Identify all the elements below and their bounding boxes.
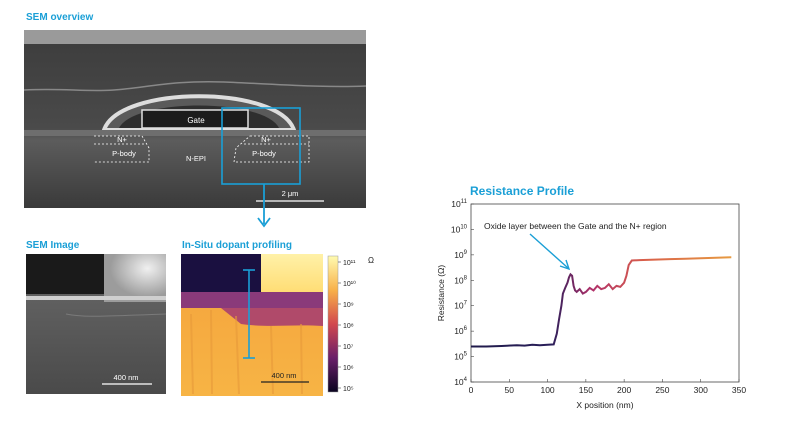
annotation-arrow xyxy=(529,233,569,269)
x-tick-label: 200 xyxy=(617,385,631,395)
zoom-arrow xyxy=(257,184,271,228)
n-epi-label: N-EPI xyxy=(186,154,206,163)
y-axis-ticks: 104 105 106 107 108 109 1010 1011 xyxy=(451,199,474,387)
dopant-map: 400 nm xyxy=(181,254,323,396)
colorbar-tick-label: 10⁶ xyxy=(343,365,354,372)
sem-overview-title: SEM overview xyxy=(26,12,94,23)
resistance-series-line xyxy=(471,256,732,348)
y-tick-label: 107 xyxy=(454,301,467,311)
dopant-map-purple-region xyxy=(221,308,323,326)
n-plus-right-label: N+ xyxy=(261,135,271,144)
p-body-right-label: P-body xyxy=(252,149,276,158)
dopant-profiling-title: In-Situ dopant profiling xyxy=(182,240,292,251)
top-layer-band xyxy=(24,30,366,44)
x-tick-label: 100 xyxy=(540,385,554,395)
y-axis-label: Resistance (Ω) xyxy=(436,265,446,322)
left-doping-outline xyxy=(94,135,150,163)
zoom-highlight-box xyxy=(221,107,301,185)
x-tick-label: 350 xyxy=(732,385,746,395)
colorbar-tick-label: 10¹⁰ xyxy=(343,280,356,288)
annotation-arrowhead xyxy=(559,259,571,271)
colorbar-gradient xyxy=(327,255,339,393)
y-tick-label: 105 xyxy=(454,352,467,362)
x-axis-label: X position (nm) xyxy=(576,400,633,410)
x-tick-label: 300 xyxy=(694,385,708,395)
colorbar-tick-label: 10⁸ xyxy=(343,323,354,330)
colorbar-ticks: 10¹¹ 10¹⁰ 10⁹ 10⁸ 10⁷ 10⁶ 10⁵ xyxy=(338,260,356,393)
sem-image-scale-label: 400 nm xyxy=(113,373,138,382)
x-tick-label: 0 xyxy=(469,385,474,395)
right-doping-outline xyxy=(233,135,310,163)
resistance-chart: 0 50 100 150 200 250 300 350 104 105 106 107 108 109… xyxy=(436,199,746,410)
dopant-map-streaks xyxy=(190,309,303,395)
sem-image-bright-spacer xyxy=(104,254,166,302)
colorbar-tick-label: 10⁹ xyxy=(343,302,354,309)
y-tick-label: 104 xyxy=(454,377,467,387)
y-tick-label: 108 xyxy=(454,275,467,285)
colorbar-tick-label: 10⁷ xyxy=(343,344,354,351)
x-axis-ticks: 0 50 100 150 200 250 300 350 xyxy=(469,379,746,395)
dopant-map-oxide-band xyxy=(181,292,323,308)
y-tick-label: 109 xyxy=(454,250,467,260)
dopant-colorbar: 10¹¹ 10¹⁰ 10⁹ 10⁸ 10⁷ 10⁶ 10⁵ Ω xyxy=(327,255,374,393)
sem-image: 400 nm xyxy=(26,254,166,394)
y-tick-label: 106 xyxy=(454,326,467,336)
wavy-boundary xyxy=(24,80,366,92)
overview-scale-label: 2 μm xyxy=(282,189,299,198)
x-tick-label: 250 xyxy=(655,385,669,395)
sem-overview-image: Gate N+ N+ P-body P-body N-EPI 2 μm xyxy=(24,30,366,208)
surface-layer xyxy=(24,130,366,136)
dopant-map-dark-gate xyxy=(181,254,261,294)
x-tick-label: 150 xyxy=(579,385,593,395)
colorbar-unit: Ω xyxy=(368,256,374,265)
sem-image-surface-line xyxy=(26,296,166,300)
gate-label: Gate xyxy=(187,116,205,125)
y-tick-label: 1010 xyxy=(451,224,468,234)
p-body-left-label: P-body xyxy=(112,149,136,158)
dopant-scale-label: 400 nm xyxy=(271,371,296,380)
chart-title: Resistance Profile xyxy=(470,184,575,198)
sem-image-region-edge xyxy=(65,313,166,317)
sem-image-title: SEM Image xyxy=(26,240,80,251)
colorbar-tick-label: 10¹¹ xyxy=(343,260,356,267)
plot-area xyxy=(470,203,740,383)
colorbar-tick-label: 10⁵ xyxy=(343,386,354,393)
chart-annotation: Oxide layer between the Gate and the N+ … xyxy=(484,221,667,231)
x-tick-label: 50 xyxy=(505,385,515,395)
sem-image-dark-gate xyxy=(26,254,104,294)
y-tick-label: 1011 xyxy=(451,199,467,209)
n-plus-left-label: N+ xyxy=(117,135,127,144)
